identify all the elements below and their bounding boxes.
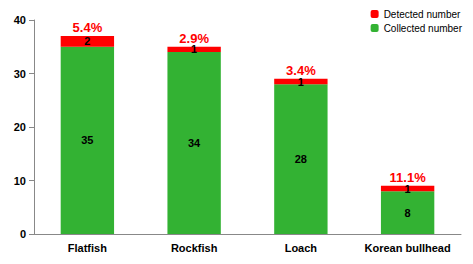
svg-text:1: 1	[191, 43, 198, 56]
svg-text:Korean bullhead: Korean bullhead	[365, 242, 451, 254]
svg-text:30: 30	[14, 68, 26, 80]
svg-text:Detected number: Detected number	[384, 9, 461, 20]
svg-text:Rockfish: Rockfish	[171, 242, 218, 254]
svg-text:34: 34	[188, 137, 201, 149]
svg-text:Flatfish: Flatfish	[68, 242, 107, 254]
svg-text:2.9%: 2.9%	[179, 31, 209, 46]
svg-text:5.4%: 5.4%	[73, 20, 103, 35]
svg-text:Loach: Loach	[285, 242, 318, 254]
svg-text:40: 40	[14, 14, 26, 26]
svg-text:1: 1	[404, 182, 411, 195]
svg-text:2: 2	[84, 35, 90, 47]
svg-text:20: 20	[14, 121, 26, 133]
svg-text:3.4%: 3.4%	[286, 63, 316, 78]
svg-text:8: 8	[405, 207, 411, 219]
svg-text:Collected number: Collected number	[384, 23, 463, 34]
svg-text:1: 1	[297, 75, 304, 88]
svg-text:10: 10	[14, 175, 26, 187]
svg-text:28: 28	[295, 153, 307, 165]
svg-text:0: 0	[20, 228, 26, 240]
svg-text:35: 35	[81, 134, 93, 146]
svg-text:11.1%: 11.1%	[390, 170, 427, 185]
